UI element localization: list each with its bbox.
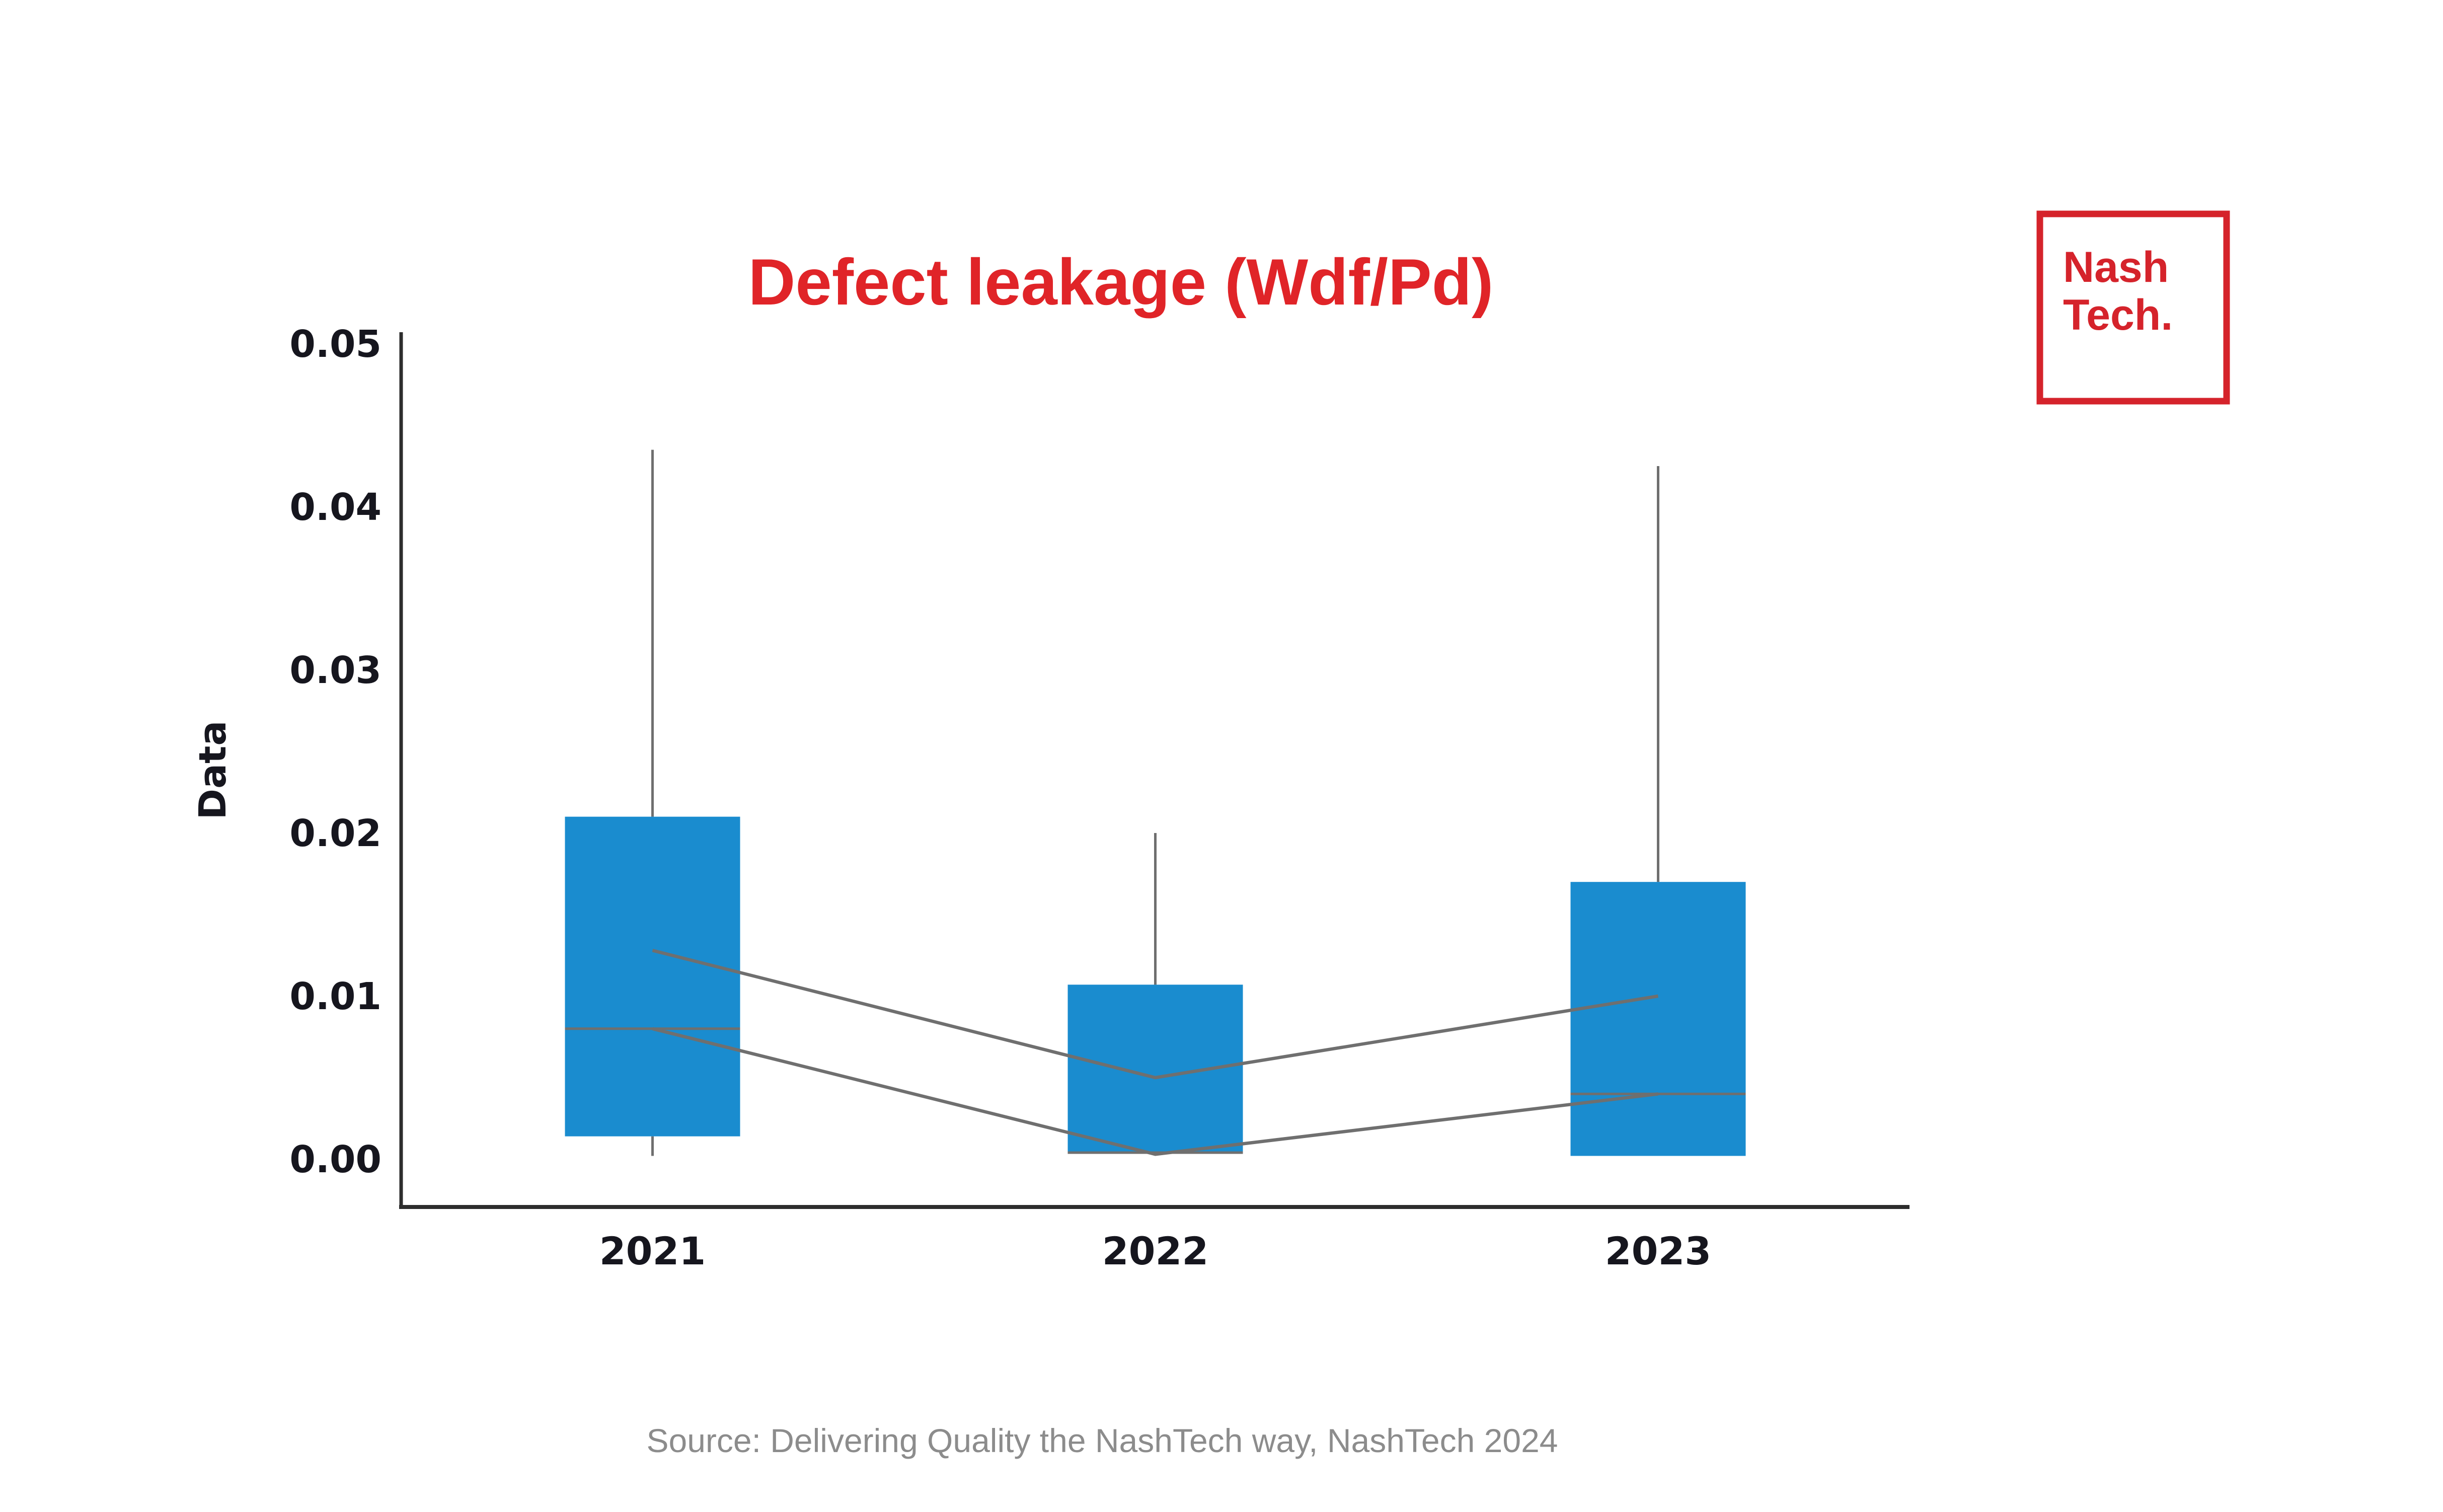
y-tick-label-0.02: 0.02 xyxy=(289,812,381,855)
y-tick-label-0.04: 0.04 xyxy=(289,486,381,529)
y-tick-label-0.05: 0.05 xyxy=(289,323,381,366)
y-tick-label-0.03: 0.03 xyxy=(289,649,381,692)
y-tick-label-0.00: 0.00 xyxy=(289,1138,381,1181)
upper-connector-line xyxy=(652,949,1659,1080)
x-tick-label-2022: 2022 xyxy=(1102,1229,1209,1273)
x-tick-label-2023: 2023 xyxy=(1605,1229,1712,1273)
y-tick-label-0.01: 0.01 xyxy=(289,975,381,1018)
box-2023 xyxy=(1570,882,1746,1156)
plot-area: 0.00 0.01 0.02 0.03 0.04 0.05 2021 2022 2023 xyxy=(289,323,1910,1273)
logo-text-line2: Tech. xyxy=(2063,291,2173,339)
box-2021 xyxy=(565,816,740,1137)
lower-connector-line xyxy=(652,1027,1658,1156)
nashtech-logo: Nash Tech. xyxy=(2036,210,2230,405)
y-axis-label: Data xyxy=(191,721,235,820)
logo-text-line1: Nash xyxy=(2063,243,2169,291)
x-tick-label-2021: 2021 xyxy=(599,1229,706,1273)
source-caption: Source: Delivering Quality the NashTech … xyxy=(646,1422,1558,1459)
logo-frame-icon xyxy=(2036,210,2230,405)
chart-title: Defect leakage (Wdf/Pd) xyxy=(748,245,1494,319)
